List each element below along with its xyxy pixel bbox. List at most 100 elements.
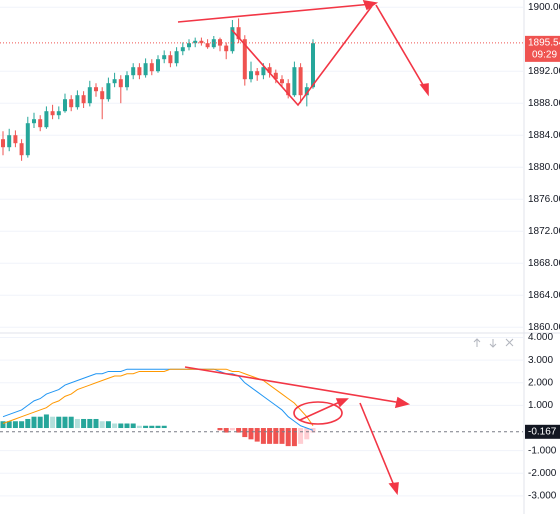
histogram-bar [25, 418, 31, 429]
candle-body [1, 139, 5, 148]
candle-body [125, 75, 129, 88]
arrow-head [362, 0, 379, 11]
candle-body [280, 79, 284, 84]
move-up-button[interactable] [473, 338, 481, 347]
arrow-head [335, 398, 349, 408]
y-tick-label: -2.000 [528, 468, 557, 479]
trend-line [375, 4, 427, 91]
candle-body [286, 83, 291, 96]
candle-body [224, 45, 229, 52]
histogram-bar [236, 428, 242, 433]
histogram-bar [223, 428, 229, 433]
histogram-bar [105, 421, 111, 429]
candle-body [230, 27, 235, 52]
candle-body [63, 99, 67, 112]
histogram-bar [130, 423, 136, 429]
histogram-bar [155, 425, 161, 429]
current-value-label: -0.167 [528, 426, 557, 437]
candle-body [304, 87, 309, 96]
histogram-bar [99, 421, 105, 429]
candle-body [106, 83, 111, 100]
histogram-bar [12, 421, 18, 429]
candle-body [13, 135, 18, 144]
candle-body [69, 99, 74, 108]
candle-body [94, 87, 98, 92]
ellipse-marker [293, 401, 343, 425]
plot-layer [0, 6, 523, 497]
y-tick-label: 1900.000 [528, 2, 560, 13]
candle-body [87, 87, 92, 104]
y-tick-label: 1860.000 [528, 322, 560, 333]
candle-body [100, 91, 105, 100]
candle-body [311, 43, 315, 88]
y-tick-label: 4.000 [528, 332, 553, 343]
pane-controls [473, 338, 514, 348]
candle-body [143, 63, 148, 76]
countdown-label: 09:29 [532, 50, 557, 61]
histogram-bar [50, 416, 56, 429]
arrow-head [394, 396, 411, 409]
candle-body [32, 119, 36, 124]
y-tick-label: 1864.000 [528, 290, 560, 301]
candle-body [292, 67, 297, 96]
histogram-bar [136, 425, 142, 429]
histogram-bar [273, 428, 279, 444]
candle-body [162, 55, 167, 60]
trend-line [359, 402, 396, 489]
trend-line [231, 5, 373, 107]
current-value-box [525, 424, 560, 439]
histogram-bar [87, 418, 93, 429]
candle-body [187, 43, 191, 48]
candle-body [38, 119, 43, 128]
candle-body [199, 40, 204, 44]
histogram-bar [161, 425, 167, 429]
histogram-bar [124, 423, 130, 429]
candle-body [81, 95, 86, 104]
candle-body [7, 135, 12, 148]
candle-body [118, 79, 123, 88]
close-pane-button[interactable] [505, 338, 514, 347]
y-tick-label: 1888.000 [528, 98, 560, 109]
candle-body [44, 111, 49, 128]
histogram-bar [267, 428, 273, 444]
trend-line [177, 3, 373, 23]
histogram-bar [19, 421, 25, 429]
trend-line [299, 400, 343, 421]
candle-body [180, 47, 185, 52]
candle-body [193, 40, 198, 44]
last-price-label: 1895.542 [528, 38, 560, 49]
histogram-bar [68, 416, 74, 429]
y-tick-label: -1.000 [528, 445, 557, 456]
candle-body [249, 71, 253, 80]
histogram-bar [37, 416, 43, 429]
histogram-bar [143, 425, 149, 429]
arrow-head [419, 83, 429, 97]
candle-body [56, 111, 61, 116]
candle-body [298, 67, 303, 96]
y-tick-label: -3.000 [528, 491, 557, 502]
candle-body [168, 55, 173, 64]
histogram-bar [260, 428, 266, 444]
y-tick-label: 1876.000 [528, 194, 560, 205]
histogram-bar [291, 428, 297, 447]
last-price-box [525, 35, 560, 62]
candle-body [50, 111, 55, 116]
histogram-bar [149, 425, 155, 429]
y-tick-label: 3.000 [528, 355, 553, 366]
candle-body [131, 67, 136, 76]
y-tick-label: 1884.000 [528, 130, 560, 141]
candle-body [174, 51, 179, 64]
histogram-bar [43, 414, 49, 429]
y-tick-label: 1880.000 [528, 162, 560, 173]
histogram-bar [6, 421, 12, 429]
histogram-bar [217, 428, 223, 431]
candle-body [236, 27, 241, 40]
arrow-head [388, 482, 399, 496]
y-tick-label: 2.000 [528, 377, 553, 388]
move-down-button[interactable] [489, 339, 497, 348]
candle-body [205, 43, 210, 48]
histogram-bar [242, 428, 248, 438]
y-tick-label: 1872.000 [528, 226, 560, 237]
